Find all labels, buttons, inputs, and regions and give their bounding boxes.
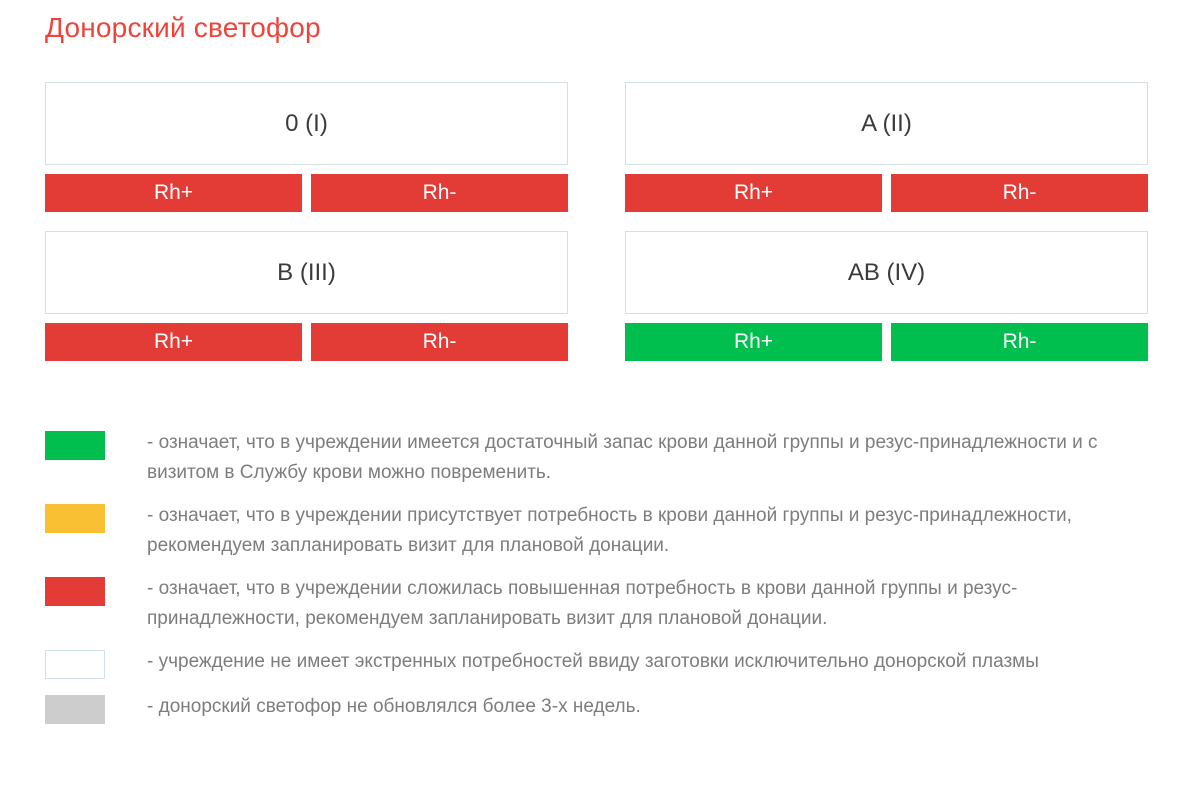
rh-minus-cell: Rh- [311,323,568,361]
legend-swatch-green [45,431,105,460]
blood-group-card-a-ii: A (II) Rh+ Rh- [625,82,1148,212]
legend-text: - учреждение не имеет экстренных потребн… [147,651,1039,672]
page-title: Донорский светофор [45,12,321,43]
rh-plus-cell: Rh+ [45,323,302,361]
legend-swatch-red [45,577,105,606]
blood-group-name: B (III) [45,231,568,314]
blood-group-name: AB (IV) [625,231,1148,314]
rh-plus-cell: Rh+ [625,323,882,361]
legend-swatch-gray [45,695,105,724]
rh-row: Rh+ Rh- [45,174,568,212]
legend-swatch-yellow [45,504,105,533]
legend-item-white: - учреждение не имеет экстренных потребн… [45,647,1148,679]
legend-text: - означает, что в учреждении имеется дос… [147,432,1098,483]
legend-item-red: - означает, что в учреждении сложилась п… [45,574,1148,634]
legend-item-gray: - донорский светофор не обновлялся более… [45,692,1148,724]
legend-item-green: - означает, что в учреждении имеется дос… [45,428,1148,488]
legend-swatch-white [45,650,105,679]
legend-item-yellow: - означает, что в учреждении присутствуе… [45,501,1148,561]
blood-group-name: A (II) [625,82,1148,165]
blood-group-card-0-i: 0 (I) Rh+ Rh- [45,82,568,212]
blood-group-grid: 0 (I) Rh+ Rh- A (II) Rh+ Rh- B (III) Rh+… [45,82,1148,361]
legend-text: - донорский светофор не обновлялся более… [147,696,641,717]
blood-group-card-b-iii: B (III) Rh+ Rh- [45,231,568,361]
rh-minus-cell: Rh- [891,174,1148,212]
rh-plus-cell: Rh+ [45,174,302,212]
donor-traffic-light-page: Донорский светофор 0 (I) Rh+ Rh- A (II) … [0,12,1200,724]
blood-group-name: 0 (I) [45,82,568,165]
blood-group-card-ab-iv: AB (IV) Rh+ Rh- [625,231,1148,361]
legend-text: - означает, что в учреждении присутствуе… [147,505,1072,556]
legend-text: - означает, что в учреждении сложилась п… [147,578,1018,629]
rh-plus-cell: Rh+ [625,174,882,212]
rh-row: Rh+ Rh- [45,323,568,361]
rh-row: Rh+ Rh- [625,174,1148,212]
rh-row: Rh+ Rh- [625,323,1148,361]
rh-minus-cell: Rh- [311,174,568,212]
rh-minus-cell: Rh- [891,323,1148,361]
legend: - означает, что в учреждении имеется дос… [45,428,1148,724]
